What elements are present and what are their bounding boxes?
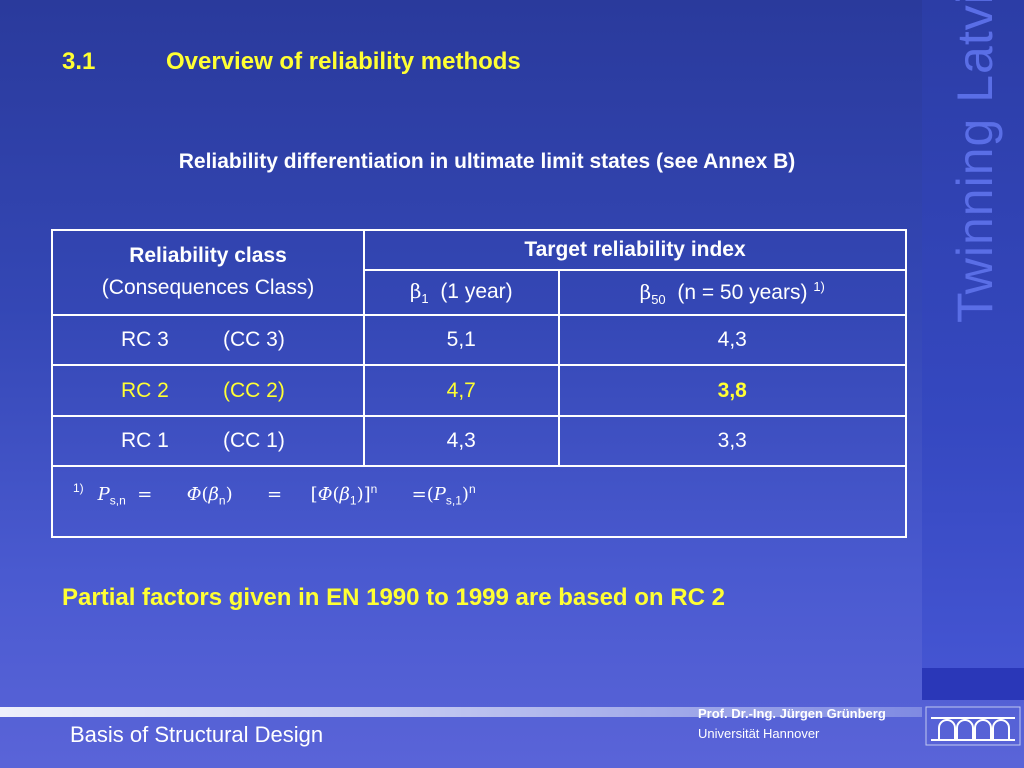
cc-label: (CC 3) [223, 328, 285, 352]
formula-one-sub: 1 [349, 493, 357, 508]
reliability-table: Reliability class (Consequences Class) T… [51, 228, 908, 538]
rc-label: RC 3 [121, 328, 169, 352]
side-strip-band [922, 668, 1024, 700]
table-row: RC 2 (CC 2) 4,7 3,8 [51, 364, 908, 417]
university-logo-icon [925, 706, 1021, 746]
table-row: RC 1 (CC 1) 4,3 3,3 [51, 414, 908, 468]
footnote-mark: 1) [73, 481, 84, 496]
beta1-symbol: β [409, 279, 422, 303]
header-reliability-class: Reliability class (Consequences Class) [51, 229, 365, 316]
rc-label: RC 2 [121, 378, 169, 402]
header-class-line2: (Consequences Class) [101, 276, 315, 300]
rc-label: RC 1 [121, 429, 169, 453]
partial-factors-note: Partial factors given in EN 1990 to 1999… [62, 584, 725, 611]
beta50-symbol: β [639, 279, 652, 304]
heading-title: Overview of reliability methods [166, 48, 521, 75]
footnote-formula-cell: 1) Ps,n = Φ(βn) = [Φ(β1)]n =(Ps,1)n [51, 465, 907, 538]
formula-p-sub: s,n [109, 493, 126, 508]
beta50-sub: 50 [651, 291, 666, 307]
beta1-value: 5,1 [363, 313, 560, 367]
table-row: RC 3 (CC 3) 5,1 4,3 [51, 313, 908, 367]
formula-phi: Φ [186, 484, 202, 506]
formula-p2-sub: s,1 [445, 493, 462, 508]
header-beta1: β1 (1 year) [363, 269, 560, 316]
beta50-value: 3,3 [557, 414, 908, 468]
formula-exp2: n [468, 482, 476, 497]
cc-label: (CC 1) [223, 429, 285, 453]
formula-exp1: n [370, 482, 378, 497]
formula-p2: P [433, 484, 446, 506]
cc-label: (CC 2) [223, 378, 285, 402]
beta1-text: (1 year) [440, 280, 513, 303]
beta50-value: 3,8 [557, 364, 908, 417]
formula-beta2: β [339, 484, 350, 506]
class-cell: RC 3 (CC 3) [51, 313, 365, 367]
footer-bar [0, 707, 922, 717]
footer-university: Universität Hannover [698, 726, 820, 741]
beta50-value: 4,3 [557, 313, 908, 367]
slide-heading: 3.1 Overview of reliability methods [62, 48, 521, 76]
class-cell: RC 1 (CC 1) [51, 414, 365, 468]
formula-n-sub: n [218, 493, 226, 508]
footer-title: Basis of Structural Design [70, 722, 324, 747]
formula: 1) Ps,n = Φ(βn) = [Φ(β1)]n =(Ps,1)n [73, 481, 476, 508]
heading-number: 3.1 [62, 48, 96, 75]
header-target-index: Target reliability index [363, 228, 907, 272]
footer-author: Prof. Dr.-Ing. Jürgen Grünberg [698, 706, 886, 721]
beta1-value: 4,7 [363, 364, 560, 417]
formula-beta: β [208, 484, 219, 506]
class-cell: RC 2 (CC 2) [51, 364, 365, 417]
side-strip [922, 0, 1024, 700]
beta50-note: 1) [813, 278, 825, 294]
formula-phi2: Φ [317, 484, 333, 506]
formula-eq2: = [266, 484, 283, 506]
header-class-line1: Reliability class [129, 244, 287, 268]
header-beta50: β50 (n = 50 years) 1) [557, 269, 908, 316]
beta1-value: 4,3 [363, 414, 560, 468]
formula-eq1: = [137, 484, 153, 506]
formula-p: P [97, 484, 110, 506]
beta50-text: (n = 50 years) [677, 280, 808, 304]
formula-eq3: = [411, 484, 427, 506]
slide-subtitle: Reliability differentiation in ultimate … [178, 150, 796, 173]
beta1-sub: 1 [421, 291, 429, 307]
